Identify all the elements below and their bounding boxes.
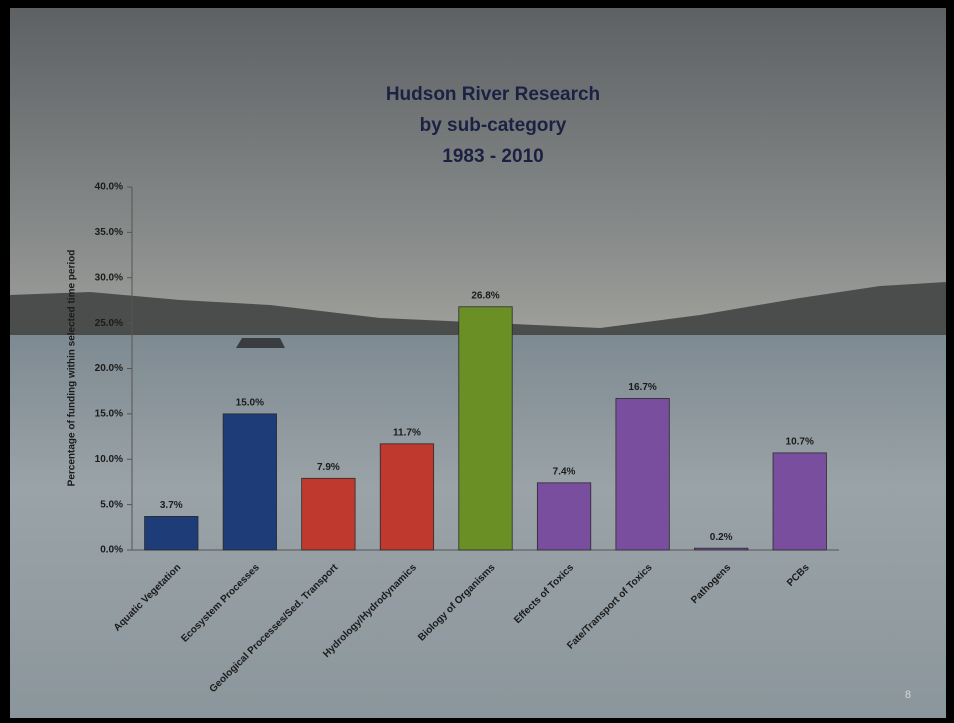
- bar: [772, 452, 827, 551]
- y-tick-label: 5.0%: [100, 499, 123, 510]
- page-number: 8: [905, 689, 911, 701]
- value-label: 15.0%: [236, 398, 264, 409]
- value-label: 7.4%: [553, 466, 576, 477]
- bar: [615, 398, 670, 551]
- bar: [458, 306, 513, 551]
- y-tick-label: 15.0%: [95, 409, 123, 420]
- boat: [236, 338, 285, 348]
- y-axis-title: Percentage of funding within selected ti…: [67, 250, 78, 487]
- value-label: 10.7%: [786, 437, 814, 448]
- value-label: 3.7%: [160, 500, 183, 511]
- chart-title: by sub-category: [420, 115, 567, 136]
- y-tick-label: 20.0%: [95, 363, 123, 374]
- value-label: 0.2%: [710, 532, 733, 543]
- chart-title: Hudson River Research: [386, 84, 600, 105]
- bar: [536, 482, 592, 551]
- y-tick-label: 10.0%: [95, 454, 123, 465]
- value-label: 7.9%: [317, 462, 340, 473]
- y-tick-label: 25.0%: [95, 318, 123, 329]
- value-label: 26.8%: [471, 290, 499, 301]
- bar: [379, 443, 435, 551]
- y-tick-label: 35.0%: [95, 227, 123, 238]
- chart-title: 1983 - 2010: [442, 146, 543, 167]
- value-label: 11.7%: [393, 427, 421, 438]
- y-tick-label: 30.0%: [95, 272, 123, 283]
- y-tick-label: 0.0%: [100, 545, 123, 556]
- bar: [301, 477, 356, 551]
- y-tick-label: 40.0%: [95, 182, 123, 193]
- shoreline: [10, 282, 946, 345]
- value-label: 16.7%: [628, 382, 656, 393]
- bar: [694, 547, 749, 551]
- bar: [222, 413, 277, 551]
- bar: [144, 516, 199, 551]
